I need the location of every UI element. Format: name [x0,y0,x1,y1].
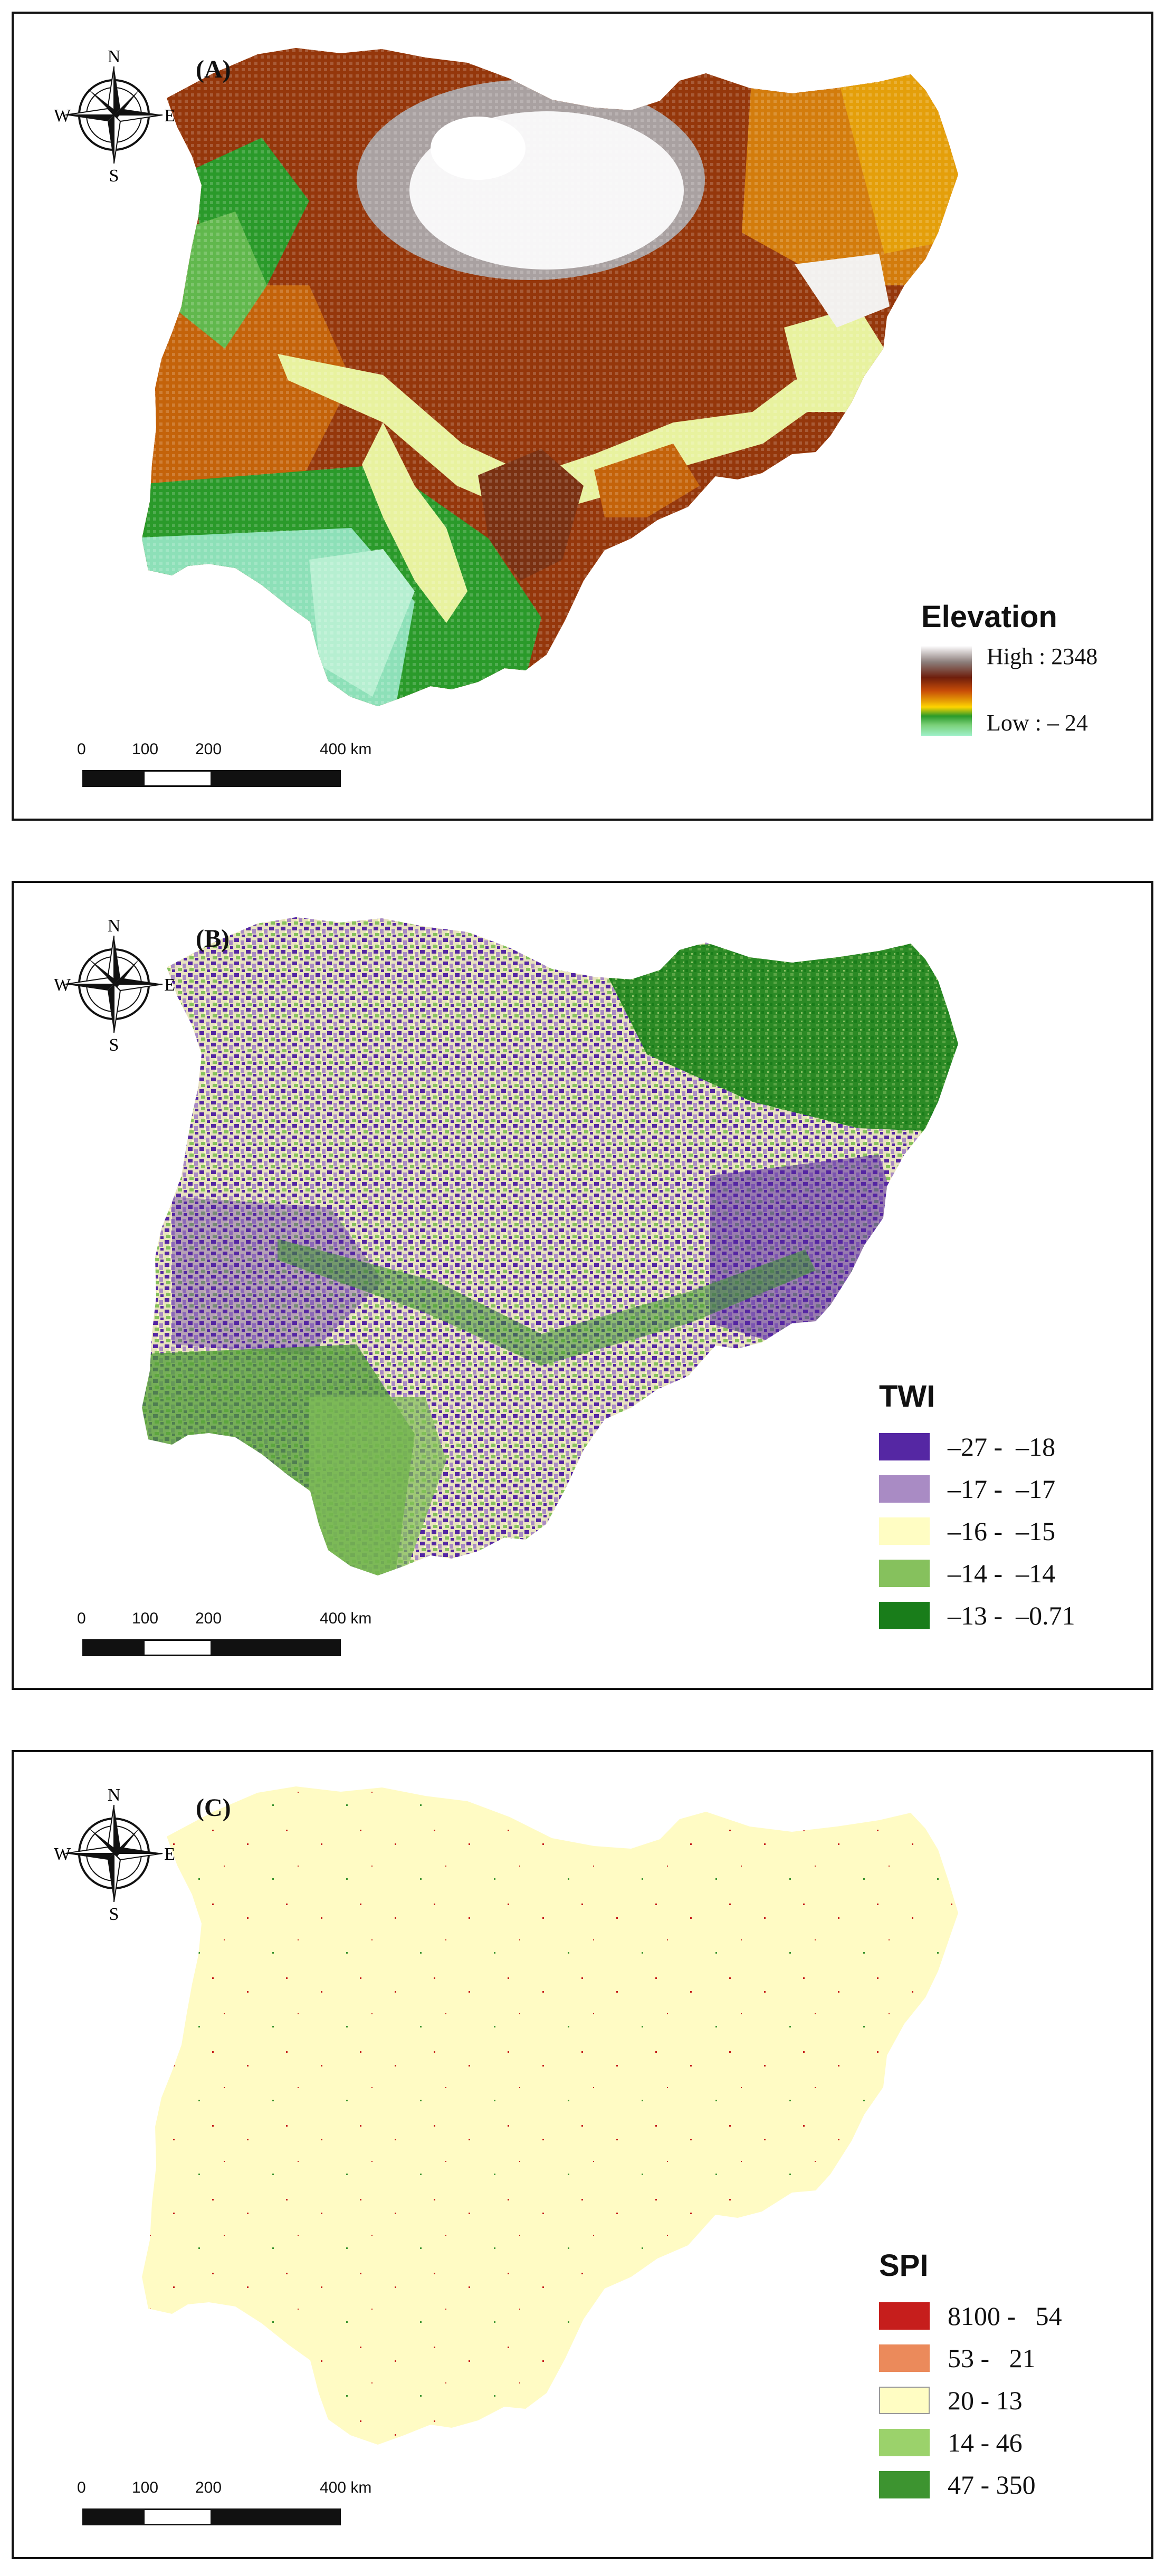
elevation-ramp: High : 2348 Low : – 24 [921,643,1097,736]
legend-row: 20 - 13 [879,2379,1062,2421]
spi-legend: SPI 8100 - 54 53 - 21 20 - 13 14 - 46 47… [879,2248,1062,2506]
legend-label: 8100 - 54 [948,2301,1062,2331]
panel-spi: N S W E (C) SPI 8100 - 54 53 - 21 20 - 1… [12,1750,1153,2559]
legend-swatch [879,2344,930,2372]
scale-label-0: 0 [77,2479,86,2496]
elevation-color-ramp [921,646,972,736]
legend-row: –27 - –18 [879,1426,1075,1468]
elevation-legend: Elevation High : 2348 Low : – 24 [921,599,1097,736]
legend-title: Elevation [921,600,1057,634]
scale-bar: 0 100 200 400 km [77,741,371,799]
scale-track [82,770,341,787]
scale-label-100: 100 [132,2479,159,2496]
scale-label-0: 0 [77,741,86,758]
scale-bar: 0 100 200 400 km [77,2479,371,2537]
compass-e-label: E [164,106,175,126]
legend-label: –14 - –14 [948,1559,1056,1588]
compass-w-label: W [54,106,71,126]
panel-label: (B) [196,925,230,953]
scale-track [82,1639,341,1656]
scale-label-100: 100 [132,741,159,758]
legend-swatch [879,1433,930,1460]
scale-label-200: 200 [195,741,222,758]
legend-label: 53 - 21 [948,2343,1036,2373]
legend-row: 8100 - 54 [879,2295,1062,2337]
elevation-map [142,48,958,706]
legend-title: SPI [879,2248,929,2283]
compass-n-label: N [108,1785,121,1805]
panel-label: (A) [196,55,231,83]
twi-map [142,917,958,1575]
legend-swatch [879,1560,930,1587]
compass-w-label: W [54,1844,71,1864]
panel-elevation: N S W E (A) Elevation High : 2348 Low : … [12,12,1153,821]
scale-bar: 0 100 200 400 km [77,1610,371,1668]
compass-rose-icon: N S W E [54,916,175,1052]
legend-label: –17 - –17 [948,1474,1056,1504]
scale-label-400: 400 km [320,741,372,758]
legend-swatch [879,2471,930,2498]
twi-legend: TWI –27 - –18 –17 - –17 –16 - –15 –14 - … [879,1379,1075,1637]
compass-s-label: S [109,1035,119,1052]
legend-swatch [879,1475,930,1503]
compass-rose-icon: N S W E [54,1785,175,1921]
scale-label-200: 200 [195,1610,222,1627]
legend-label: –16 - –15 [948,1516,1056,1546]
scale-label-100: 100 [132,1610,159,1627]
panel-label: (C) [196,1794,231,1822]
legend-label: –27 - –18 [948,1432,1056,1462]
spi-map [142,1786,958,2445]
scale-label-400: 400 km [320,1610,372,1627]
legend-title: TWI [879,1379,935,1414]
legend-label: 14 - 46 [948,2428,1023,2457]
legend-row: –13 - –0.71 [879,1594,1075,1637]
compass-e-label: E [164,1844,175,1864]
scale-track [82,2508,341,2525]
legend-row: –14 - –14 [879,1552,1075,1594]
legend-label: –13 - –0.71 [948,1601,1075,1630]
legend-label: 20 - 13 [948,2386,1023,2415]
compass-e-label: E [164,975,175,995]
compass-s-label: S [109,166,119,182]
legend-row: –17 - –17 [879,1468,1075,1510]
legend-swatch [879,2429,930,2456]
ramp-low-label: Low : – 24 [987,710,1088,736]
ramp-high-label: High : 2348 [987,643,1098,669]
legend-label: 47 - 350 [948,2470,1036,2500]
legend-swatch [879,1517,930,1545]
legend-row: 47 - 350 [879,2464,1062,2506]
compass-n-label: N [108,916,121,936]
scale-label-400: 400 km [320,2479,372,2496]
legend-row: –16 - –15 [879,1510,1075,1552]
compass-s-label: S [109,1905,119,1921]
legend-row: 14 - 46 [879,2421,1062,2464]
compass-n-label: N [108,47,121,66]
legend-swatch [879,2387,930,2414]
scale-label-200: 200 [195,2479,222,2496]
compass-rose-icon: N S W E [54,47,175,182]
scale-label-0: 0 [77,1610,86,1627]
panel-twi: N S W E (B) TWI –27 - –18 –17 - –17 –16 … [12,881,1153,1690]
legend-row: 53 - 21 [879,2337,1062,2379]
legend-swatch [879,2302,930,2330]
compass-w-label: W [54,975,71,995]
legend-swatch [879,1602,930,1629]
